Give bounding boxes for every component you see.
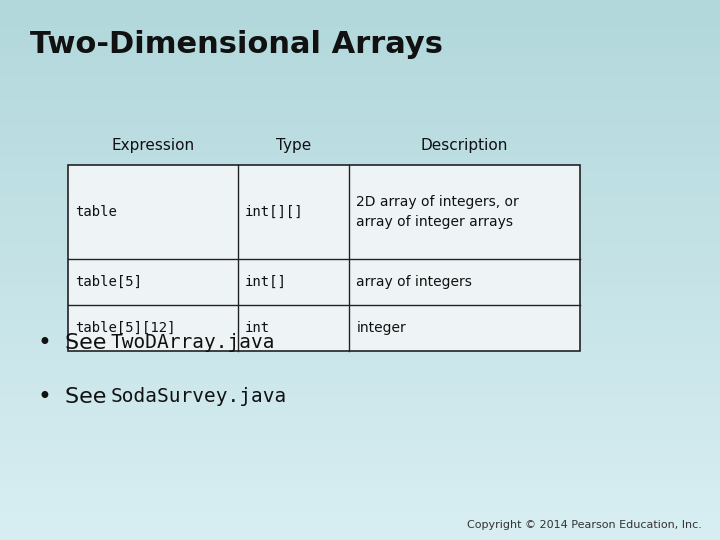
Text: See: See [65, 387, 113, 407]
Text: table[5][12]: table[5][12] [76, 321, 176, 335]
Text: TwoDArray.java: TwoDArray.java [110, 333, 274, 353]
Text: table[5]: table[5] [76, 275, 143, 289]
Text: int[][]: int[][] [245, 205, 303, 219]
Text: •: • [37, 385, 51, 409]
Text: •: • [37, 331, 51, 355]
Text: Two-Dimensional Arrays: Two-Dimensional Arrays [30, 30, 444, 59]
Text: 2D array of integers, or
array of integer arrays: 2D array of integers, or array of intege… [356, 195, 519, 229]
Text: Description: Description [420, 138, 508, 153]
Text: Type: Type [276, 138, 311, 153]
Text: SodaSurvey.java: SodaSurvey.java [110, 387, 287, 407]
Bar [68, 165, 580, 351]
Text: Expression: Expression [112, 138, 194, 153]
Text: array of integers: array of integers [356, 275, 472, 289]
Text: int[]: int[] [245, 275, 287, 289]
Text: int: int [245, 321, 270, 335]
Text: See: See [65, 333, 113, 353]
Text: Copyright © 2014 Pearson Education, Inc.: Copyright © 2014 Pearson Education, Inc. [467, 520, 702, 530]
Text: table: table [76, 205, 117, 219]
Text: integer: integer [356, 321, 406, 335]
